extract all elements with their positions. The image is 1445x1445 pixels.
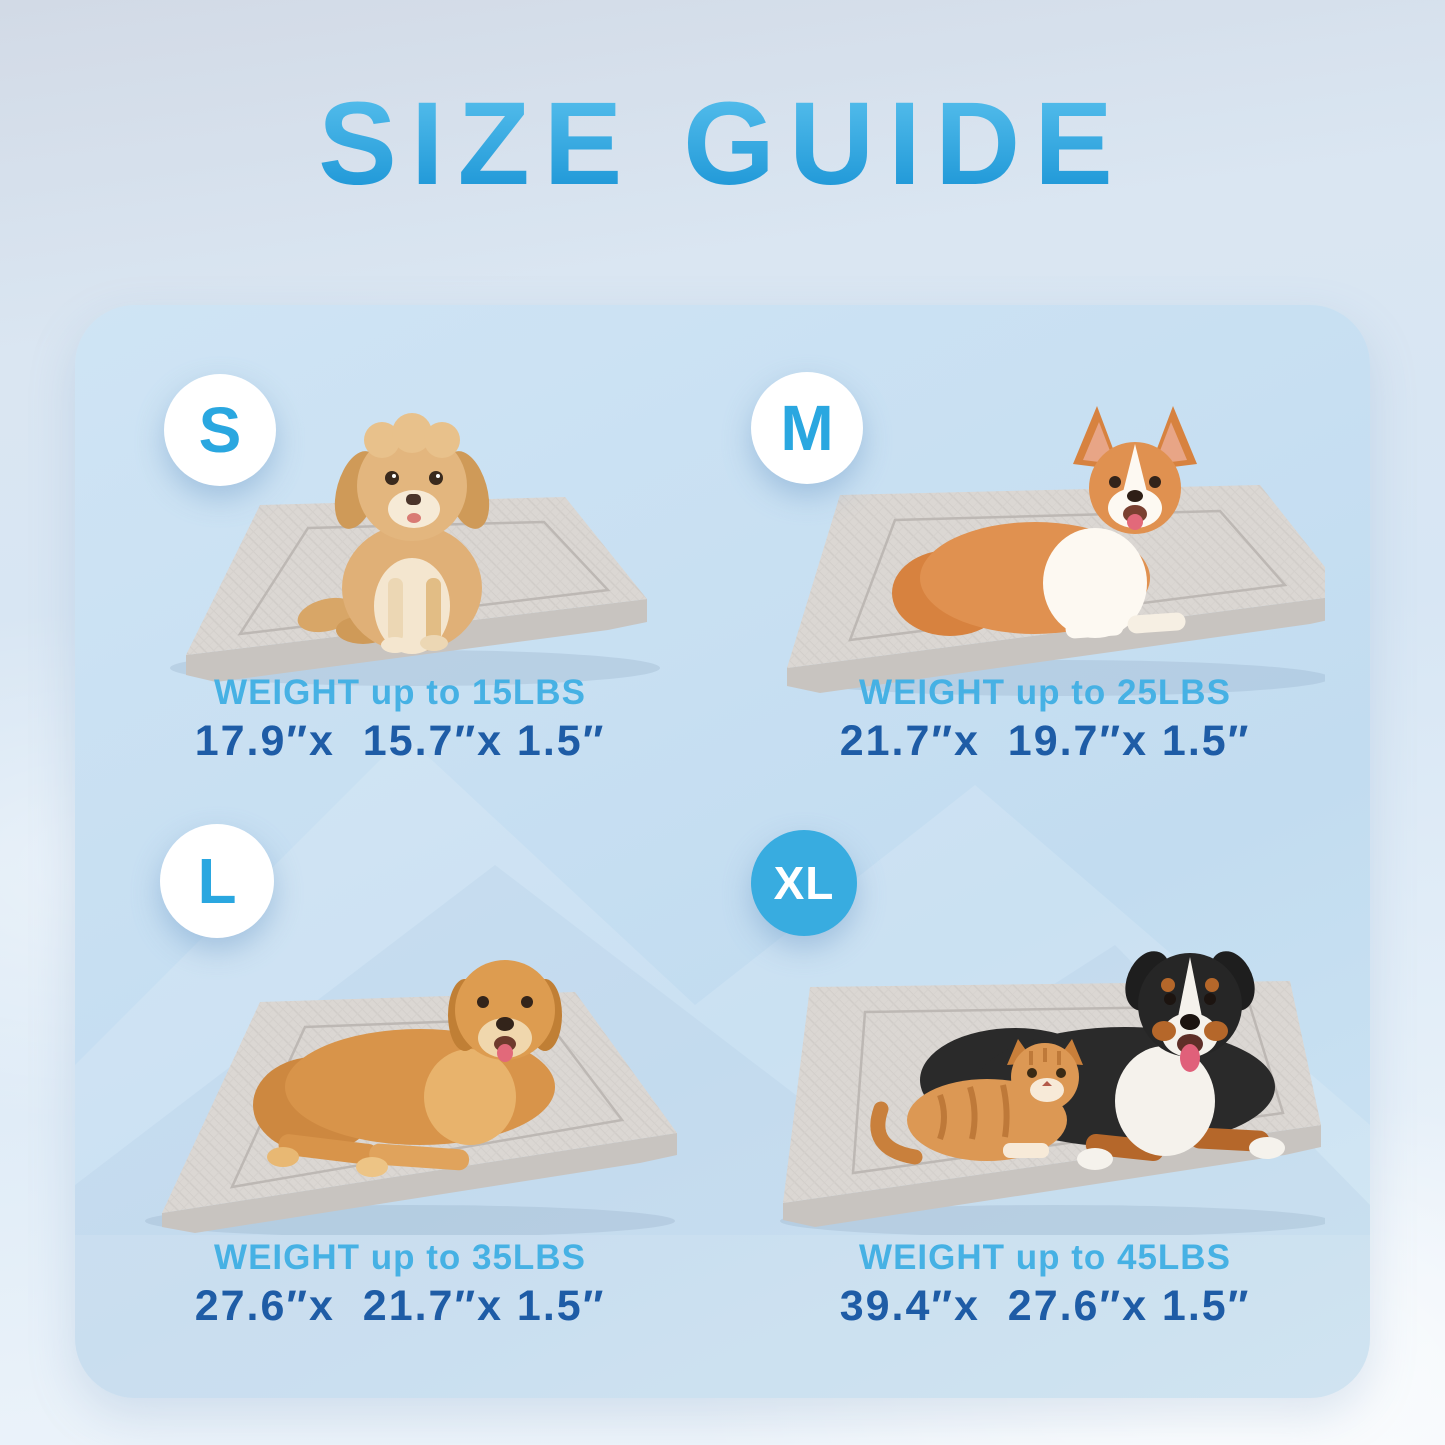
weight-label: WEIGHT up to 25LBS [859,673,1231,712]
size-badge-xl: XL [751,830,857,936]
size-card-l: L [90,810,710,1345]
size-badge-m: M [751,372,863,484]
dimensions-label: 21.7″x 19.7″x 1.5″ [839,717,1251,765]
weight-label: WEIGHT up to 45LBS [859,1238,1231,1277]
page-title: SIZE GUIDE [0,76,1445,212]
size-badge-letter: XL [773,857,835,909]
size-badge-l: L [160,824,274,938]
size-badge-letter: S [198,394,242,466]
size-card-xl: XL [735,810,1355,1345]
weight-label: WEIGHT up to 15LBS [214,673,586,712]
weight-label: WEIGHT up to 35LBS [214,1238,586,1277]
corgi-illustration [892,406,1197,639]
dimensions-label: 27.6″x 21.7″x 1.5″ [194,1282,606,1330]
size-card-m: M [735,330,1355,865]
dimensions-label: 17.9″x 15.7″x 1.5″ [194,717,606,765]
golden-retriever-illustration [253,960,562,1177]
bernese-dog-and-cat-on-cooling-mat-photo [780,951,1325,1235]
corgi-on-cooling-mat-photo [787,406,1325,696]
puppy-illustration [297,413,490,654]
size-card-s: S [90,330,710,865]
cat-illustration [870,1039,1083,1165]
dimensions-label: 39.4″x 27.6″x 1.5″ [839,1282,1251,1330]
size-badge-letter: L [197,845,237,917]
size-badge-letter: M [780,392,834,464]
puppy-on-cooling-mat-photo [170,413,660,686]
size-badge-s: S [164,374,276,486]
golden-retriever-on-cooling-mat-photo [145,960,677,1235]
